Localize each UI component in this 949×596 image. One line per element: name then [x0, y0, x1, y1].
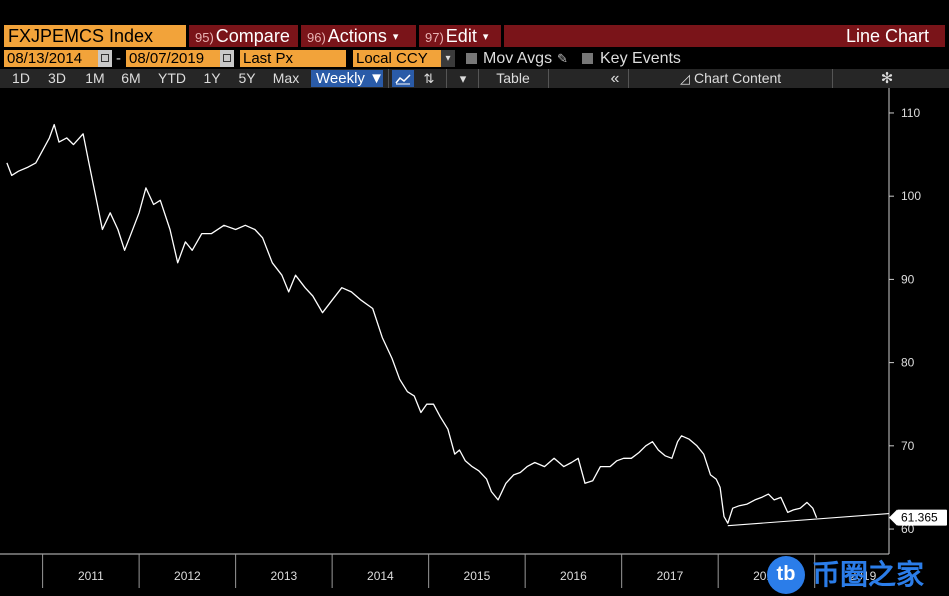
- table-button[interactable]: Table: [496, 70, 530, 86]
- range-3d-button[interactable]: 3D: [48, 70, 66, 86]
- mov-avgs-label[interactable]: Mov Avgs: [483, 50, 553, 67]
- last-value-label: 61.365: [901, 511, 938, 525]
- chart-content-button[interactable]: Chart Content: [694, 70, 782, 86]
- actions-dropdown-icon: ▾: [392, 31, 399, 43]
- chart-type-label: Line Chart: [845, 26, 929, 46]
- x-tick-label: 2019: [850, 569, 877, 583]
- edit-button[interactable]: 97) Edit ▾: [419, 25, 501, 47]
- chart-content-icon[interactable]: ◿: [680, 71, 690, 86]
- watermark-logo: tb: [767, 556, 805, 594]
- actions-label: Actions: [327, 26, 387, 46]
- actions-shortcut: 96): [307, 30, 326, 45]
- range-5y-button[interactable]: 5Y: [238, 70, 256, 86]
- edit-label: Edit: [445, 26, 477, 46]
- compare-button[interactable]: 95) Compare: [189, 25, 298, 47]
- top-toolbar: FXJPEMCS Index 95) Compare 96) Actions ▾ 97…: [0, 24, 949, 48]
- divider: [628, 69, 629, 88]
- collapse-left-icon[interactable]: «: [610, 70, 620, 87]
- price-series-line: [6, 123, 818, 524]
- range-1d-button[interactable]: 1D: [12, 70, 30, 86]
- line-chart-icon[interactable]: [392, 70, 414, 87]
- divider: [446, 69, 447, 88]
- gear-icon[interactable]: ✻: [880, 70, 894, 87]
- x-tick-label: 2011: [78, 569, 104, 583]
- x-tick-label: 2012: [174, 569, 201, 583]
- x-tick-label: 2014: [367, 569, 394, 583]
- range-ytd-button[interactable]: YTD: [158, 70, 186, 86]
- range-max-button[interactable]: Max: [272, 70, 300, 86]
- y-tick-label: 80: [901, 356, 915, 370]
- y-tick-label: 110: [901, 106, 920, 120]
- edit-shortcut: 97): [425, 30, 444, 45]
- bar-chart-icon[interactable]: ⇅: [423, 71, 435, 86]
- pencil-icon[interactable]: ✎: [557, 51, 568, 66]
- divider: [548, 69, 549, 88]
- y-tick-label: 100: [901, 189, 921, 203]
- y-tick-label: 70: [901, 439, 915, 453]
- toolbar-fill: [504, 25, 945, 47]
- price-field-select[interactable]: Last Px: [240, 50, 346, 67]
- watermark-text: 币圈之家: [812, 559, 925, 590]
- x-tick-label: 2015: [464, 569, 491, 583]
- key-events-checkbox[interactable]: [582, 53, 593, 64]
- x-axis: 201120122013201420152016201720182019: [0, 553, 889, 588]
- start-date-field[interactable]: 08/13/2014: [4, 50, 98, 67]
- divider: [388, 69, 389, 88]
- currency-select[interactable]: Local CCY: [353, 50, 441, 67]
- key-events-label[interactable]: Key Events: [600, 50, 681, 67]
- range-1m-button[interactable]: 1M: [85, 70, 105, 86]
- x-tick-label: 2017: [657, 569, 684, 583]
- x-tick-label: 2013: [271, 569, 298, 583]
- date-separator: -: [116, 50, 121, 67]
- mov-avgs-checkbox[interactable]: [466, 53, 477, 64]
- ticker-field[interactable]: FXJPEMCS Index: [4, 25, 186, 47]
- frequency-dropdown[interactable]: Weekly ▼: [311, 70, 384, 87]
- range-6m-button[interactable]: 6M: [121, 70, 141, 86]
- calendar-icon[interactable]: [98, 50, 112, 67]
- trendline: [727, 513, 890, 527]
- compare-shortcut: 95): [195, 30, 214, 45]
- params-bar: 08/13/2014 - 08/07/2019 Last Px Local CC…: [0, 49, 949, 68]
- divider: [832, 69, 833, 88]
- divider: [478, 69, 479, 88]
- actions-button[interactable]: 96) Actions ▾: [301, 25, 416, 47]
- last-value-marker: 61.365: [889, 509, 947, 526]
- currency-dropdown-icon[interactable]: ▾: [441, 50, 455, 67]
- range-1y-button[interactable]: 1Y: [203, 70, 221, 86]
- calendar-icon[interactable]: [220, 50, 234, 67]
- chart-type-dropdown-icon[interactable]: ▾: [459, 71, 467, 86]
- y-tick-label: 90: [901, 272, 915, 286]
- end-date-field[interactable]: 08/07/2019: [126, 50, 220, 67]
- x-tick-label: 2016: [560, 569, 587, 583]
- compare-label: Compare: [215, 26, 290, 46]
- range-bar: 1D 3D 1M 6M YTD 1Y 5Y Max Weekly ▼ ⇅ ▾ T…: [0, 69, 949, 88]
- edit-dropdown-icon: ▾: [482, 31, 489, 43]
